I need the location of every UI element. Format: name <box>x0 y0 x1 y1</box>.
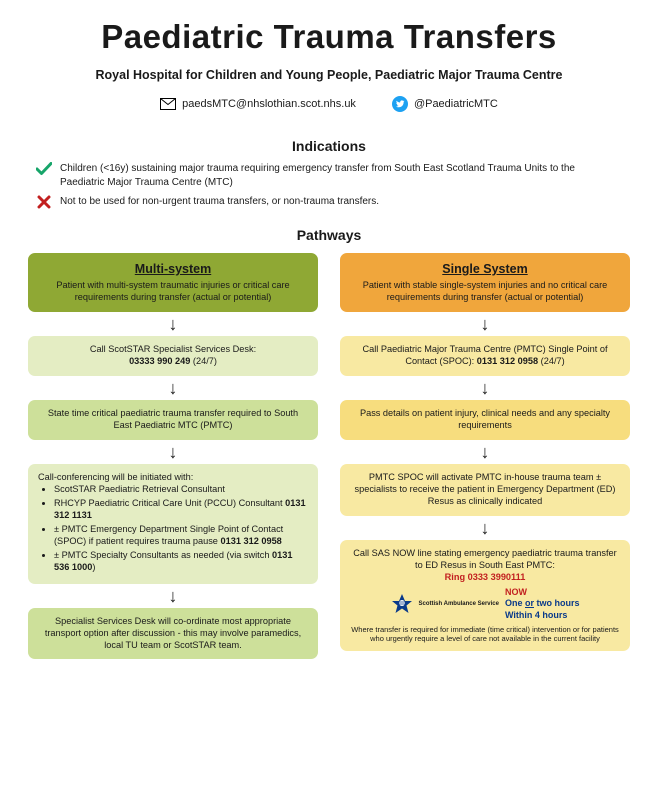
right-box-1b: 0131 312 0958 <box>477 356 538 366</box>
single-system-title: Single System <box>350 261 620 277</box>
left-box-4: Specialist Services Desk will co-ordinat… <box>28 608 318 660</box>
arrow-down-icon: ↓ <box>481 519 490 537</box>
sas-time-1: One or two hours <box>505 598 580 610</box>
right-box-1: Call Paediatric Major Trauma Centre (PMT… <box>340 336 630 376</box>
twitter-text: @PaediatricMTC <box>414 98 498 110</box>
page-subtitle: Royal Hospital for Children and Young Pe… <box>28 68 630 82</box>
list-item: ± PMTC Specialty Consultants as needed (… <box>54 550 308 574</box>
multi-system-title: Multi-system <box>38 261 308 277</box>
sas-logo-text: Scottish Ambulance Service <box>419 601 499 608</box>
multi-system-desc: Patient with multi-system traumatic inju… <box>56 280 289 302</box>
twitter-contact: @PaediatricMTC <box>392 96 498 112</box>
mail-icon <box>160 98 176 110</box>
sas-now: NOW <box>505 587 580 599</box>
multi-system-header-box: Multi-system Patient with multi-system t… <box>28 253 318 312</box>
indications-block: Children (<16y) sustaining major trauma … <box>28 162 630 209</box>
twitter-icon <box>392 96 408 112</box>
sas-logo-icon <box>391 593 413 615</box>
arrow-down-icon: ↓ <box>481 315 490 333</box>
email-text: paedsMTC@nhslothian.scot.nhs.uk <box>182 98 356 110</box>
indication-no-text: Not to be used for non-urgent trauma tra… <box>60 195 379 209</box>
single-system-header-box: Single System Patient with stable single… <box>340 253 630 312</box>
right-box-4-line1: Call SAS NOW line stating emergency paed… <box>350 548 620 572</box>
indication-yes-text: Children (<16y) sustaining major trauma … <box>60 162 622 189</box>
sas-small-text: Where transfer is required for immediate… <box>350 625 620 643</box>
right-box-2: Pass details on patient injury, clinical… <box>340 400 630 440</box>
left-box-3-intro: Call-conferencing will be initiated with… <box>38 472 193 482</box>
arrow-down-icon: ↓ <box>169 443 178 461</box>
left-box-2: State time critical paediatric trauma tr… <box>28 400 318 440</box>
indication-no: Not to be used for non-urgent trauma tra… <box>36 195 622 209</box>
pathways-heading: Pathways <box>28 227 630 243</box>
contact-row: paedsMTC@nhslothian.scot.nhs.uk @Paediat… <box>28 96 630 112</box>
left-box-1c: (24/7) <box>190 356 217 366</box>
page: Paediatric Trauma Transfers Royal Hospit… <box>0 0 658 669</box>
left-box-3-list: ScotSTAR Paediatric Retrieval Consultant… <box>38 484 308 574</box>
arrow-down-icon: ↓ <box>481 443 490 461</box>
arrow-down-icon: ↓ <box>481 379 490 397</box>
arrow-down-icon: ↓ <box>169 379 178 397</box>
left-box-1: Call ScotSTAR Specialist Services Desk: … <box>28 336 318 376</box>
list-item: RHCYP Paediatric Critical Care Unit (PCC… <box>54 498 308 522</box>
page-title: Paediatric Trauma Transfers <box>28 18 630 56</box>
list-item: ± PMTC Emergency Department Single Point… <box>54 524 308 548</box>
indication-yes: Children (<16y) sustaining major trauma … <box>36 162 622 189</box>
sas-ring-number: Ring 0333 3990111 <box>350 572 620 584</box>
right-box-3: PMTC SPOC will activate PMTC in-house tr… <box>340 464 630 516</box>
check-icon <box>36 162 52 189</box>
arrow-down-icon: ↓ <box>169 315 178 333</box>
right-box-4: Call SAS NOW line stating emergency paed… <box>340 540 630 651</box>
left-box-3: Call-conferencing will be initiated with… <box>28 464 318 584</box>
cross-icon <box>36 195 52 209</box>
multi-system-column: Multi-system Patient with multi-system t… <box>28 253 318 659</box>
left-box-1a: Call ScotSTAR Specialist Services Desk: <box>90 344 256 354</box>
right-box-1c: (24/7) <box>538 356 565 366</box>
single-system-column: Single System Patient with stable single… <box>340 253 630 659</box>
arrow-down-icon: ↓ <box>169 587 178 605</box>
sas-logo-row: Scottish Ambulance Service NOW One or tw… <box>350 587 620 622</box>
email-contact: paedsMTC@nhslothian.scot.nhs.uk <box>160 96 356 112</box>
list-item: ScotSTAR Paediatric Retrieval Consultant <box>54 484 308 496</box>
sas-time-2: Within 4 hours <box>505 610 580 622</box>
left-box-1b: 03333 990 249 <box>129 356 190 366</box>
indications-heading: Indications <box>28 138 630 154</box>
pathway-columns: Multi-system Patient with multi-system t… <box>28 253 630 659</box>
single-system-desc: Patient with stable single-system injuri… <box>363 280 608 302</box>
